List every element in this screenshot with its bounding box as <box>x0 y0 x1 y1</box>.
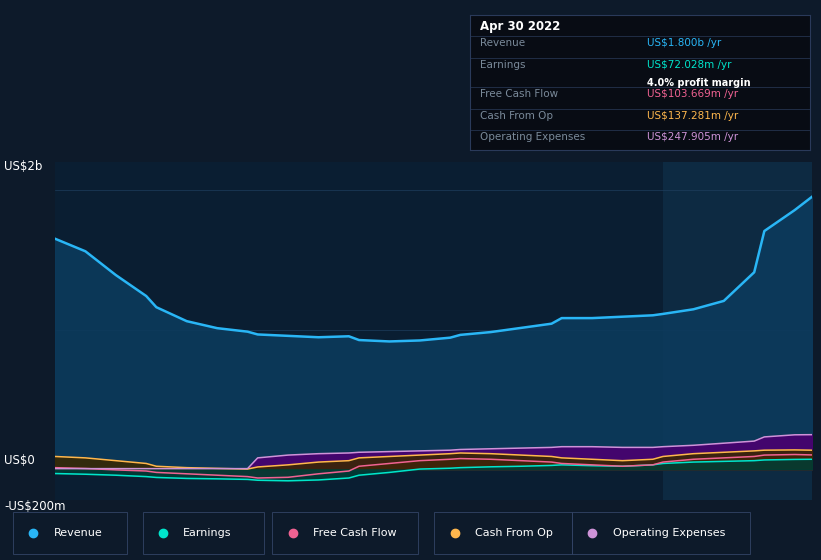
Text: Operating Expenses: Operating Expenses <box>480 133 585 142</box>
Text: Revenue: Revenue <box>53 528 103 538</box>
Text: US$2b: US$2b <box>4 160 43 173</box>
Text: US$72.028m /yr: US$72.028m /yr <box>647 59 732 69</box>
Text: Cash From Op: Cash From Op <box>480 111 553 121</box>
Text: 4.0% profit margin: 4.0% profit margin <box>647 78 750 88</box>
Text: Cash From Op: Cash From Op <box>475 528 553 538</box>
Text: Operating Expenses: Operating Expenses <box>612 528 725 538</box>
Text: US$137.281m /yr: US$137.281m /yr <box>647 111 738 121</box>
Text: Free Cash Flow: Free Cash Flow <box>480 89 558 99</box>
Text: US$0: US$0 <box>4 454 34 466</box>
Text: Earnings: Earnings <box>183 528 232 538</box>
Bar <box>663 162 815 500</box>
Text: US$247.905m /yr: US$247.905m /yr <box>647 133 738 142</box>
Text: Free Cash Flow: Free Cash Flow <box>313 528 397 538</box>
Text: US$1.800b /yr: US$1.800b /yr <box>647 38 721 48</box>
Text: Revenue: Revenue <box>480 38 525 48</box>
Text: -US$200m: -US$200m <box>4 500 66 513</box>
Text: Earnings: Earnings <box>480 59 525 69</box>
Text: Apr 30 2022: Apr 30 2022 <box>480 20 561 34</box>
Text: US$103.669m /yr: US$103.669m /yr <box>647 89 738 99</box>
